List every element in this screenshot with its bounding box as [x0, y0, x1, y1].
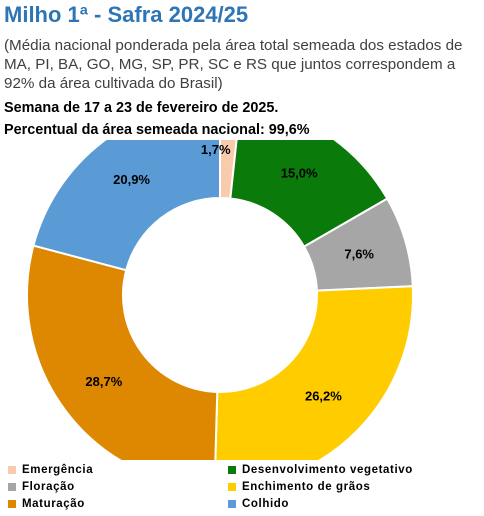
legend-item-0: Emergência: [8, 464, 93, 476]
chart-subtitle: (Média nacional ponderada pela área tota…: [4, 37, 463, 92]
slice-label-2: 7,6%: [344, 246, 374, 261]
legend-label: Maturação: [22, 498, 85, 510]
legend-item-1: Desenvolvimento vegetativo: [228, 464, 413, 476]
slice-5: [32, 140, 221, 272]
legend-label: Emergência: [22, 464, 94, 476]
legend-swatch: [228, 500, 236, 508]
legend-item-2: Floração: [8, 481, 75, 493]
legend-label: Desenvolvimento vegetativo: [242, 464, 413, 476]
legend-item-4: Maturação: [8, 498, 85, 510]
legend-label: Enchimento de grãos: [242, 481, 371, 493]
legend-swatch: [228, 466, 236, 474]
legend-swatch: [8, 466, 16, 474]
chart-title: Milho 1ª - Safra 2024/25: [4, 2, 249, 27]
legend-swatch: [8, 500, 16, 508]
legend-label: Floração: [22, 481, 75, 493]
week-label: Semana de 17 a 23 de fevereiro de 2025.: [4, 100, 279, 116]
slice-label-4: 28,7%: [85, 374, 122, 389]
slice-label-1: 15,0%: [281, 166, 318, 181]
sown-percent-label: Percentual da área semeada nacional: 99,…: [4, 122, 310, 138]
legend-label: Colhido: [242, 498, 289, 510]
slice-label-3: 26,2%: [305, 389, 342, 404]
legend-swatch: [228, 483, 236, 491]
slice-4: [26, 244, 219, 460]
legend-item-5: Colhido: [228, 498, 289, 510]
slice-label-0: 1,7%: [201, 142, 231, 157]
legend-swatch: [8, 483, 16, 491]
legend-item-3: Enchimento de grãos: [228, 481, 370, 493]
slice-label-5: 20,9%: [113, 172, 150, 187]
slice-3: [214, 285, 414, 460]
donut-chart: 1,7% 15,0% 7,6% 26,2% 28,7% 20,9%: [26, 140, 414, 460]
